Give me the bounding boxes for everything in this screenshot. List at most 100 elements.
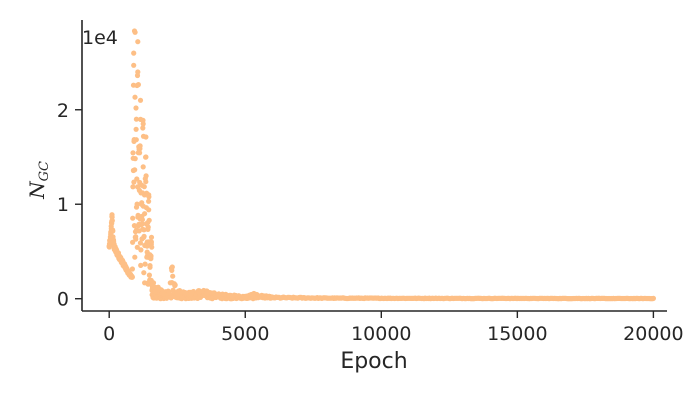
data-point	[147, 263, 153, 269]
data-point	[129, 266, 135, 272]
data-point	[170, 273, 176, 279]
x-tick-label: 0	[103, 323, 115, 345]
data-point	[140, 164, 146, 170]
data-point	[172, 282, 178, 288]
data-point	[142, 211, 148, 217]
data-point	[324, 295, 330, 301]
data-point	[129, 274, 135, 280]
data-point	[132, 29, 138, 35]
data-point	[112, 246, 118, 252]
data-point	[110, 228, 116, 234]
data-point	[196, 289, 202, 295]
data-point	[130, 215, 136, 221]
data-point	[161, 291, 167, 297]
x-axis-label: Epoch	[340, 349, 407, 374]
data-point	[130, 150, 136, 156]
data-point	[108, 235, 114, 241]
data-point	[138, 262, 144, 268]
data-point	[132, 167, 138, 173]
data-point	[149, 244, 155, 250]
data-point	[229, 293, 235, 299]
data-point	[132, 94, 138, 100]
data-point	[137, 97, 144, 103]
data-point	[131, 223, 137, 229]
data-point	[169, 267, 175, 273]
data-point	[148, 239, 154, 245]
data-point	[135, 39, 141, 45]
data-point	[650, 295, 657, 301]
data-point	[133, 116, 139, 122]
data-point	[145, 224, 151, 230]
data-point	[188, 291, 194, 297]
y-offset-label: 1e4	[82, 27, 118, 49]
y-tick-label: 0	[57, 289, 69, 311]
data-point	[204, 290, 210, 296]
data-point	[106, 244, 112, 250]
data-point	[146, 192, 152, 198]
data-point	[141, 233, 147, 239]
data-point	[146, 272, 152, 278]
data-point	[137, 240, 143, 246]
data-point	[148, 234, 155, 240]
data-point	[135, 82, 141, 88]
data-point	[139, 217, 145, 223]
data-point	[136, 144, 142, 151]
data-point	[433, 295, 439, 301]
x-tick-label: 10000	[351, 323, 411, 345]
data-point	[134, 176, 140, 182]
data-point	[133, 137, 139, 143]
x-axis-ticks: 0 5000 10000 15000 20000	[103, 311, 684, 345]
data-point	[143, 173, 149, 179]
y-axis-label: NGC	[25, 161, 52, 200]
data-point	[130, 184, 136, 190]
data-point	[215, 292, 221, 298]
data-point	[242, 294, 248, 300]
data-point	[139, 221, 145, 227]
data-point	[141, 270, 147, 276]
data-point	[174, 289, 180, 295]
data-point	[109, 213, 115, 220]
data-point	[134, 244, 140, 250]
data-point	[135, 69, 141, 75]
data-point	[120, 260, 126, 266]
data-points	[106, 28, 657, 302]
data-point	[144, 239, 150, 245]
data-point	[146, 198, 152, 204]
data-point	[131, 50, 137, 56]
data-point	[133, 105, 139, 111]
data-point	[110, 239, 116, 245]
data-point	[122, 264, 129, 271]
data-point	[132, 156, 138, 162]
data-point	[170, 287, 176, 293]
data-point	[117, 255, 123, 261]
x-tick-label: 15000	[487, 323, 547, 345]
data-point	[134, 201, 140, 207]
data-point	[140, 125, 146, 131]
data-point	[150, 281, 156, 288]
data-point	[146, 207, 152, 213]
data-point	[148, 253, 154, 259]
data-point	[138, 247, 144, 253]
data-point	[130, 239, 136, 245]
data-point	[146, 217, 152, 223]
data-point	[155, 287, 161, 293]
y-axis-ticks: 0 1 2	[57, 100, 82, 311]
y-axis-label-subscript: GC	[37, 161, 52, 181]
data-point	[514, 295, 520, 301]
data-point	[140, 121, 146, 127]
data-point	[131, 62, 137, 68]
data-point	[166, 290, 172, 296]
data-point	[109, 218, 115, 224]
data-point	[114, 250, 120, 256]
y-axis-label-main: N	[25, 180, 49, 200]
data-point	[250, 292, 256, 298]
y-tick-label: 2	[57, 100, 69, 122]
data-point	[141, 227, 147, 233]
data-point	[378, 295, 384, 301]
x-tick-label: 5000	[221, 323, 269, 345]
data-point	[143, 154, 149, 160]
data-point	[143, 179, 149, 185]
x-tick-label: 20000	[623, 323, 683, 345]
